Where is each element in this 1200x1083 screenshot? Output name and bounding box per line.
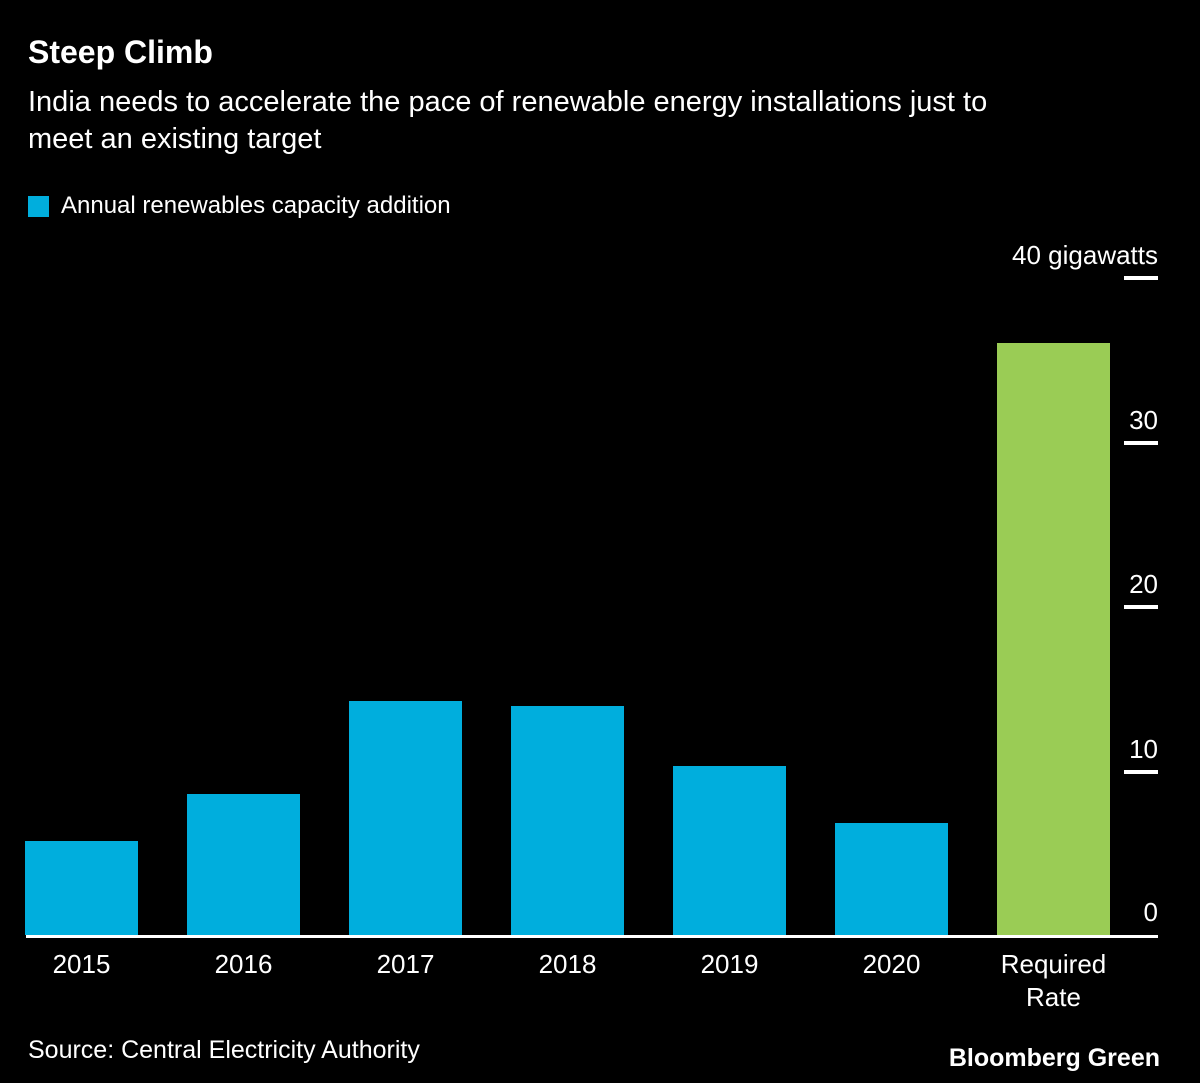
chart-title: Steep Climb	[28, 34, 213, 70]
chart-subtitle: India needs to accelerate the pace of re…	[28, 84, 987, 158]
bar-2016	[187, 794, 300, 935]
y-tick-mark-30	[1124, 441, 1158, 445]
legend-label: Annual renewables capacity addition	[61, 192, 451, 219]
x-axis-label-2018: 2018	[538, 949, 597, 979]
x-axis-label-2015: 2015	[52, 949, 111, 979]
y-tick-mark-10	[1124, 770, 1158, 774]
x-axis-label-required-rate: Required Rate	[1000, 949, 1107, 1012]
y-tick-label-10: 10	[1129, 734, 1158, 764]
y-tick-label-0: 0	[1143, 897, 1158, 927]
bloomberg-green-logo: Bloomberg Green	[948, 1044, 1160, 1072]
bar-2017	[349, 701, 462, 935]
x-axis-label-2020: 2020	[862, 949, 921, 979]
chart-subtitle-line2: meet an existing target	[28, 123, 322, 155]
y-tick-mark-20	[1124, 605, 1158, 609]
chart-subtitle-line1: India needs to accelerate the pace of re…	[28, 86, 988, 118]
legend-swatch-icon	[28, 195, 49, 217]
y-tick-label-20: 20	[1129, 569, 1158, 599]
y-tick-label-40: 40 gigawatts	[1012, 240, 1158, 270]
source-note: Source: Central Electricity Authority	[28, 1036, 420, 1064]
bar-required-rate	[997, 343, 1110, 935]
legend: Annual renewables capacity addition	[28, 192, 451, 219]
x-axis-label-2016: 2016	[214, 949, 273, 979]
y-tick-label-30: 30	[1129, 405, 1158, 435]
x-axis-label-2017: 2017	[376, 949, 435, 979]
x-axis-line	[26, 935, 1158, 938]
y-tick-mark-40	[1124, 276, 1158, 280]
bar-2018	[511, 706, 624, 935]
x-axis-label-2019: 2019	[700, 949, 759, 979]
bar-2020	[835, 823, 948, 935]
bar-2019	[673, 766, 786, 935]
bar-2015	[25, 841, 138, 935]
